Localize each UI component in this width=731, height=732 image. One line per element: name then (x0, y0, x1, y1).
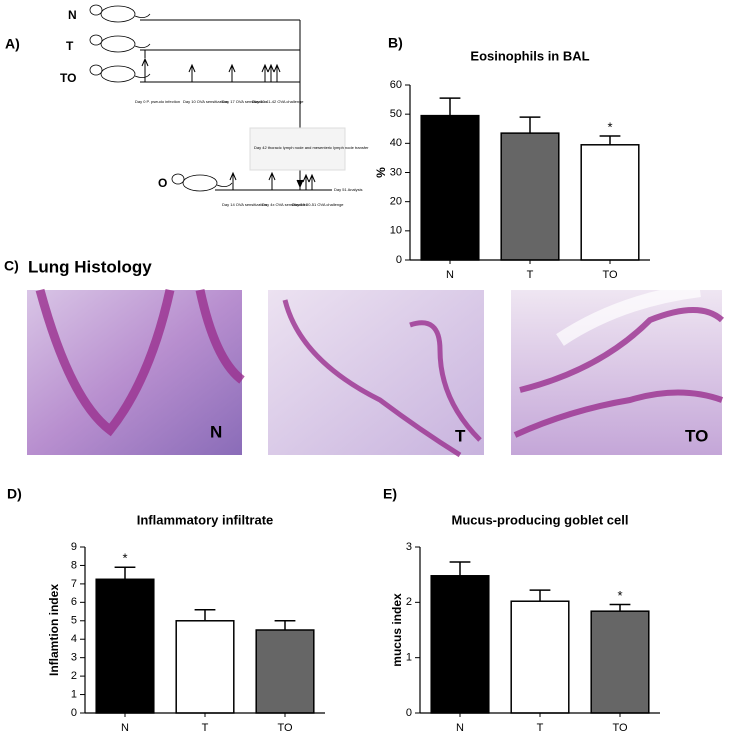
y-tick-label: 0 (71, 707, 77, 719)
timeline-diagram (89, 4, 346, 192)
image-label: N (210, 422, 222, 441)
bar (420, 114, 480, 261)
event-label: Day 51 Analysis (334, 187, 362, 192)
panel-label: C) (4, 258, 19, 274)
y-tick-label: 3 (406, 541, 412, 553)
y-tick-label: 60 (390, 79, 402, 91)
image-label: T (455, 426, 466, 445)
y-tick-label: 4 (71, 633, 77, 645)
event-label: Day 14 OVA sensitization (222, 202, 267, 207)
bar (510, 600, 570, 714)
group-label: N (68, 8, 77, 22)
y-tick-label: 0 (406, 707, 412, 719)
chart-title: Eosinophils in BAL (470, 48, 589, 63)
bar (255, 629, 315, 714)
y-tick-label: 2 (71, 670, 77, 682)
rat-icon (89, 4, 233, 192)
y-tick-label: 0 (396, 254, 402, 266)
y-axis-label: mucus index (390, 593, 404, 667)
group-label: T (66, 39, 74, 53)
y-tick-label: 50 (390, 108, 402, 120)
panel-label: D) (7, 486, 22, 502)
bar (590, 610, 650, 714)
x-tick-label: TO (277, 722, 293, 732)
bar (95, 578, 155, 714)
y-tick-label: 2 (406, 596, 412, 608)
y-tick-label: 40 (390, 137, 402, 149)
significance-label: * (607, 119, 612, 134)
event-label: Day 49-50-51 OVA challenge (292, 202, 344, 207)
group-label: TO (60, 71, 76, 85)
y-tick-label: 8 (71, 559, 77, 571)
x-tick-label: T (537, 722, 544, 732)
panel-label: E) (383, 486, 397, 502)
x-tick-label: TO (602, 269, 618, 281)
chart-title: Inflammatory infiltrate (137, 512, 274, 527)
x-tick-label: T (202, 722, 209, 732)
panel-label: B) (388, 35, 403, 51)
y-axis-label: % (374, 167, 388, 178)
event-label: Day 42 thoracic lymph node and mesenteri… (254, 145, 369, 150)
y-tick-label: 20 (390, 196, 402, 208)
histology-images (27, 283, 725, 458)
bar (430, 575, 490, 714)
chart-title: Mucus-producing goblet cell (452, 512, 629, 527)
x-tick-label: T (527, 269, 534, 281)
x-tick-label: N (446, 269, 454, 281)
event-label: Day 17 OVA sensitization (222, 99, 267, 104)
y-tick-label: 7 (71, 578, 77, 590)
y-tick-label: 3 (71, 652, 77, 664)
y-tick-label: 1 (71, 688, 77, 700)
x-tick-label: N (456, 722, 464, 732)
event-label: Day 40-41-42 OVA challenge (252, 99, 304, 104)
y-axis-label: Inflamtion index (47, 584, 61, 676)
y-tick-label: 30 (390, 166, 402, 178)
bar (580, 144, 640, 261)
event-label: Day 10 OVA sensitization (183, 99, 228, 104)
y-tick-label: 9 (71, 541, 77, 553)
y-tick-label: 10 (390, 225, 402, 237)
histology-image (268, 290, 484, 455)
x-tick-label: TO (612, 722, 628, 732)
significance-label: * (617, 588, 622, 603)
event-label: Day 0 P. pseudo infection (135, 99, 180, 104)
section-title: Lung Histology (28, 257, 152, 276)
x-tick-label: N (121, 722, 129, 732)
bar (175, 620, 235, 714)
image-label: TO (685, 426, 708, 445)
event-label: Day 4x OVA sensitization (262, 202, 307, 207)
significance-label: * (122, 551, 127, 566)
group-label: O (158, 176, 167, 190)
y-tick-label: 6 (71, 596, 77, 608)
y-tick-label: 5 (71, 615, 77, 627)
panel-label: A) (5, 36, 20, 52)
bar (500, 132, 560, 261)
y-tick-label: 1 (406, 652, 412, 664)
